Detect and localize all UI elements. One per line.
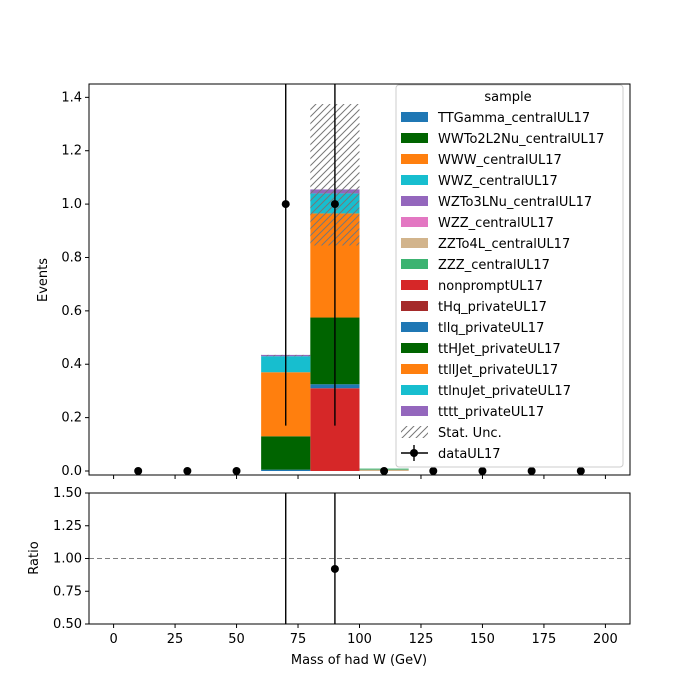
data-point: [527, 466, 536, 475]
ratio-content: [89, 493, 630, 624]
legend-swatch: [401, 343, 428, 353]
legend-label: TTGamma_centralUL17: [437, 111, 590, 126]
main-y-tick-label: 1.4: [61, 90, 82, 105]
legend-swatch: [401, 154, 428, 164]
data-point: [183, 466, 192, 475]
legend-swatch: [401, 385, 428, 395]
main-y-tick-label: 0.4: [61, 357, 82, 372]
stack-bar-ttHJet_privateUL17: [261, 436, 311, 470]
data-point: [232, 466, 241, 475]
main-y-tick-label: 0.8: [61, 250, 82, 265]
x-tick-label: 25: [167, 632, 184, 647]
legend-label: ttHJet_privateUL17: [438, 342, 561, 357]
legend-swatch: [401, 280, 428, 290]
legend-swatch: [401, 196, 428, 206]
legend-data-marker: [410, 449, 418, 457]
ratio-point: [330, 564, 339, 573]
legend-swatch: [401, 217, 428, 227]
main-y-tick-label: 1.2: [61, 144, 82, 159]
legend-swatch: [401, 259, 428, 269]
legend-label: ttllJet_privateUL17: [438, 363, 558, 378]
x-tick-label: 175: [532, 632, 557, 647]
legend-swatch: [401, 112, 428, 122]
data-point: [429, 466, 438, 475]
main-y-tick-label: 1.0: [61, 197, 82, 212]
data-point: [380, 466, 389, 475]
legend-items: TTGamma_centralUL17 WWTo2L2Nu_centralUL17…: [401, 111, 604, 462]
main-x-ticks: [113, 475, 606, 479]
legend-label: tttt_privateUL17: [438, 405, 544, 420]
main-y-tick-label: 0.6: [61, 304, 82, 319]
data-point: [330, 200, 339, 209]
legend-label: dataUL17: [438, 447, 501, 462]
x-tick-label: 200: [593, 632, 618, 647]
legend: sample TTGamma_centralUL17 WWTo2L2Nu_cent…: [395, 84, 624, 468]
ratio-y-tick-label: 1.50: [53, 486, 82, 501]
main-y-axis-label: Events: [36, 258, 51, 302]
legend-label: nonpromptUL17: [438, 279, 543, 294]
x-tick-label: 75: [290, 632, 307, 647]
legend-swatch-stat-unc: [401, 426, 428, 438]
legend-label: WZTo3LNu_centralUL17: [438, 195, 592, 210]
legend-label: WZZ_centralUL17: [438, 216, 554, 231]
data-point: [134, 466, 143, 475]
data-points: [134, 84, 585, 475]
legend-label: ZZZ_centralUL17: [438, 258, 550, 273]
legend-label: WWW_centralUL17: [438, 153, 562, 168]
main-y-ticks: 0.0 0.2 0.4 0.6 0.8 1.0 1.2 1.4: [61, 90, 89, 479]
main-plot-frame: [88, 83, 631, 476]
data-point: [576, 466, 585, 475]
ratio-x-ticks: 0 25 50 75 100 125 150 175 200: [109, 624, 618, 647]
legend-swatch: [401, 322, 428, 332]
legend-swatch: [401, 301, 428, 311]
ratio-y-axis-label: Ratio: [27, 541, 42, 574]
legend-box: [395, 84, 624, 468]
legend-label: tHq_privateUL17: [438, 300, 547, 315]
x-tick-label: 50: [228, 632, 245, 647]
ratio-panel: 0.50 0.75 1.00 1.25 1.50 0 25 50 75 100 125 150 175…: [27, 486, 631, 668]
legend-label: WWZ_centralUL17: [438, 174, 558, 189]
ratio-y-tick-label: 1.00: [53, 552, 82, 567]
legend-swatch: [401, 364, 428, 374]
legend-label: ZZTo4L_centralUL17: [438, 237, 570, 252]
x-tick-label: 100: [347, 632, 372, 647]
x-tick-label: 125: [409, 632, 434, 647]
ratio-y-tick-label: 0.50: [53, 617, 82, 632]
ratio-y-ticks: 0.50 0.75 1.00 1.25 1.50: [53, 486, 89, 632]
ratio-y-tick-label: 0.75: [53, 584, 82, 599]
legend-swatch: [401, 133, 428, 143]
x-axis-label: Mass of had W (GeV): [291, 653, 427, 668]
stack-bar-tllq_privateUL17: [261, 469, 311, 471]
legend-swatch: [401, 406, 428, 416]
x-tick-label: 150: [470, 632, 495, 647]
legend-label: tllq_privateUL17: [438, 321, 544, 336]
data-point: [281, 200, 290, 209]
legend-title: sample: [484, 90, 531, 105]
legend-label: ttlnuJet_privateUL17: [438, 384, 571, 399]
legend-label: WWTo2L2Nu_centralUL17: [438, 132, 604, 147]
x-tick-label: 0: [109, 632, 117, 647]
main-y-tick-label: 0.0: [61, 464, 82, 479]
data-point: [478, 466, 487, 475]
legend-swatch: [401, 238, 428, 248]
ratio-y-tick-label: 1.25: [53, 519, 82, 534]
legend-swatch: [401, 175, 428, 185]
main-y-tick-label: 0.2: [61, 411, 82, 426]
legend-label: Stat. Unc.: [438, 426, 502, 441]
ratio-plot-frame: [88, 492, 631, 625]
